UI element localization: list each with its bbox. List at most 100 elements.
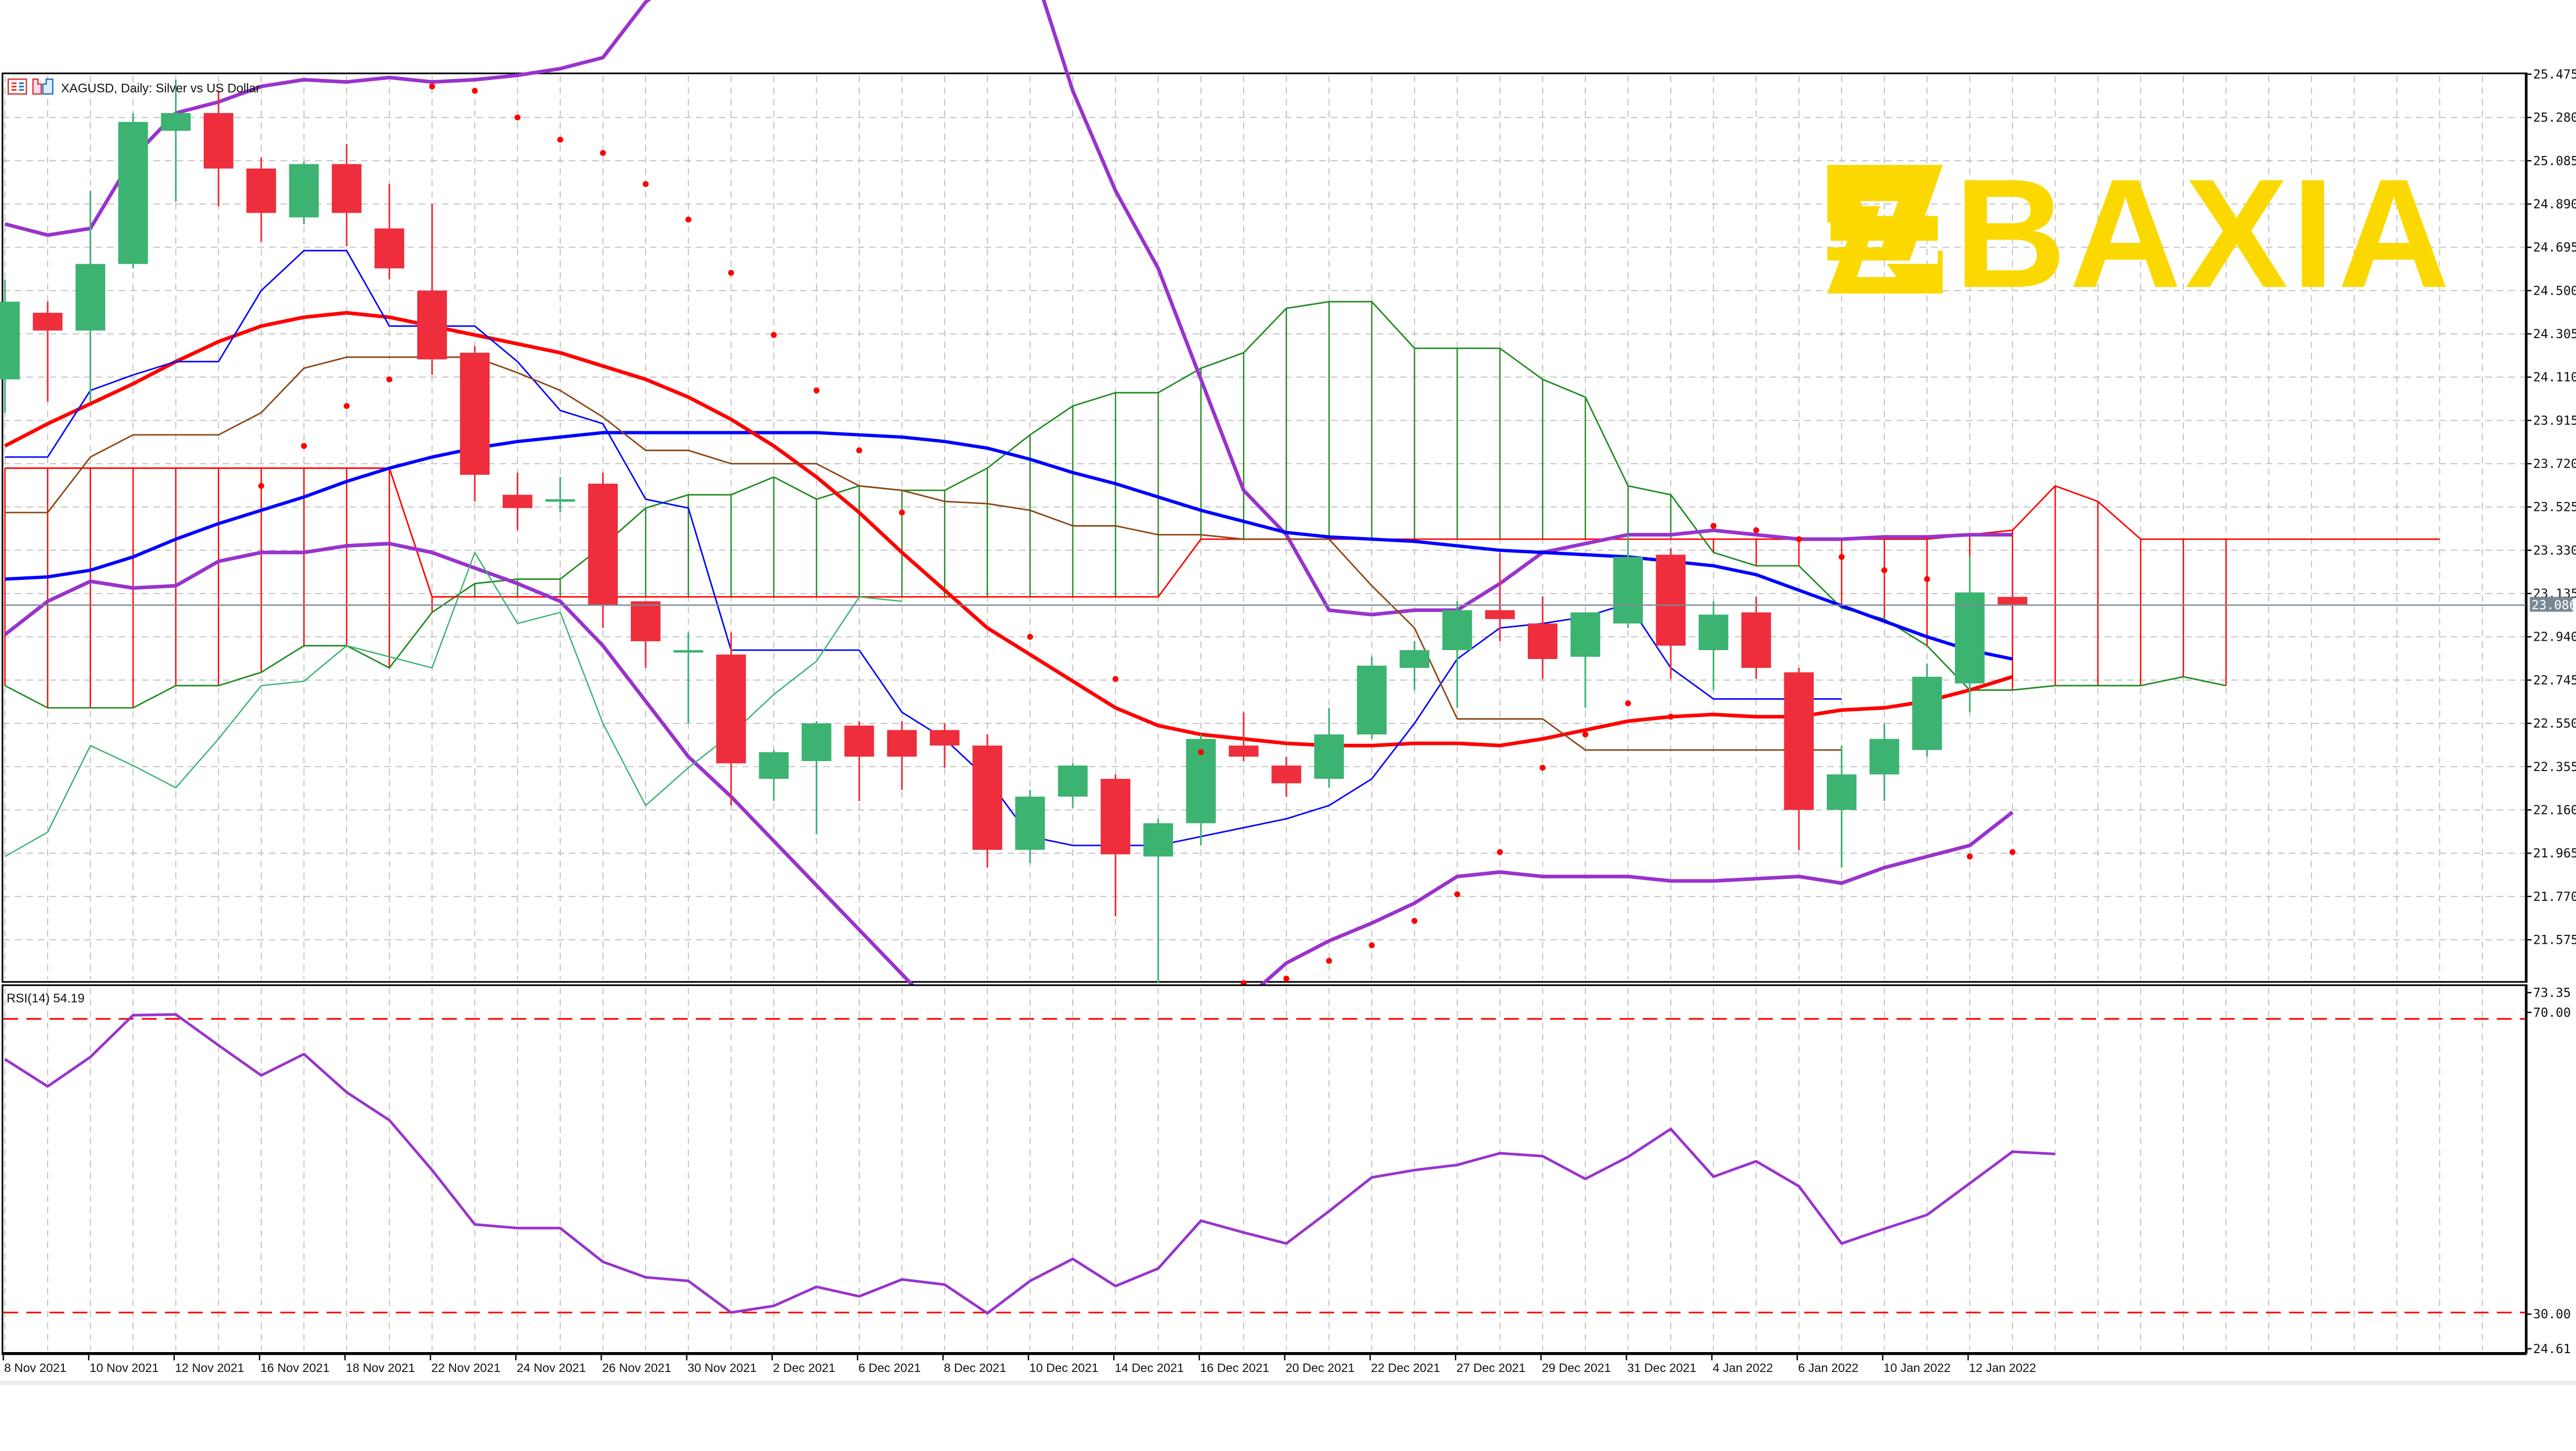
candle — [331, 144, 362, 247]
one-click-trading-icon[interactable] — [7, 78, 27, 95]
candle — [1314, 708, 1344, 788]
date-tick: 18 Nov 2021 — [346, 1361, 415, 1375]
candle — [716, 632, 746, 806]
candle — [289, 162, 319, 224]
candle — [1442, 601, 1472, 708]
candle — [630, 601, 661, 668]
date-tick: 24 Nov 2021 — [517, 1361, 586, 1375]
rsi-tick: 73.35 — [2533, 985, 2571, 1000]
price-tick: 22.550 — [2533, 716, 2576, 731]
price-tick: 23.330 — [2533, 543, 2576, 557]
candle — [161, 80, 191, 202]
date-tick: 6 Dec 2021 — [858, 1361, 920, 1375]
candle — [1869, 723, 1900, 801]
date-tick: 16 Dec 2021 — [1200, 1361, 1269, 1375]
candle — [118, 113, 148, 269]
date-tick: 4 Jan 2022 — [1713, 1361, 1773, 1375]
rsi-axis[interactable]: 73.35 70.00 30.00 24.61 — [2525, 984, 2571, 1356]
candle — [0, 279, 20, 413]
footer-bar — [0, 1381, 2576, 1385]
date-tick: 10 Nov 2021 — [90, 1361, 159, 1375]
candle — [1271, 756, 1302, 797]
candle — [460, 346, 490, 501]
candle — [929, 723, 960, 768]
date-tick: 30 Nov 2021 — [687, 1361, 757, 1375]
candle — [246, 157, 276, 242]
candle — [204, 91, 234, 207]
date-tick: 12 Jan 2022 — [1969, 1361, 2036, 1375]
candle — [1485, 552, 1515, 642]
candle — [1784, 667, 1814, 850]
candle — [1015, 790, 1045, 864]
candle — [75, 191, 105, 402]
date-tick: 6 Jan 2022 — [1798, 1361, 1858, 1375]
price-tick: 24.500 — [2533, 283, 2576, 298]
logo-text: BAXIA — [1955, 147, 2453, 320]
rsi-line — [4, 1013, 2056, 1315]
price-tick: 24.305 — [2533, 327, 2576, 341]
candle — [1997, 556, 2028, 646]
candle — [545, 477, 575, 513]
candle — [417, 204, 447, 375]
date-tick: 26 Nov 2021 — [602, 1361, 671, 1375]
date-tick: 2 Dec 2021 — [773, 1361, 835, 1375]
candle — [588, 472, 618, 628]
date-tick: 10 Jan 2022 — [1883, 1361, 1950, 1375]
date-tick: 14 Dec 2021 — [1115, 1361, 1184, 1375]
rsi-tick: 30.00 — [2533, 1307, 2571, 1322]
candle — [1143, 819, 1173, 983]
price-tick: 24.110 — [2533, 370, 2576, 385]
rsi-tick: 24.61 — [2533, 1342, 2571, 1356]
candle — [1741, 597, 1771, 679]
candle — [887, 721, 917, 790]
price-axis[interactable]: 25.475 25.280 25.085 24.890 24.695 24.500 24.3… — [2525, 67, 2576, 983]
date-tick: 16 Nov 2021 — [260, 1361, 329, 1375]
rsi-label: RSI(14) 54.19 — [7, 991, 85, 1006]
price-tick: 23.720 — [2533, 456, 2576, 471]
price-tick: 22.355 — [2533, 760, 2576, 774]
price-tick: 25.475 — [2533, 67, 2576, 82]
baxia-logo: BAXIA — [1827, 147, 2453, 320]
candle — [1613, 534, 1643, 628]
price-tick: 21.965 — [2533, 846, 2576, 861]
candle — [802, 721, 831, 834]
candle — [1058, 763, 1088, 808]
candle — [1698, 601, 1728, 690]
parabolic-sar-dots — [258, 83, 2016, 986]
rsi-tick: 70.00 — [2533, 1005, 2571, 1020]
candle — [972, 734, 1003, 868]
date-tick: 8 Nov 2021 — [4, 1361, 66, 1375]
date-tick: 22 Nov 2021 — [431, 1361, 501, 1375]
current-price-badge: 23.086 — [2529, 597, 2576, 612]
baxia-logo-mark-icon — [1827, 165, 1943, 294]
price-tick: 24.695 — [2533, 240, 2576, 255]
candle — [1527, 597, 1558, 679]
price-tick: 22.160 — [2533, 802, 2576, 817]
date-tick: 31 Dec 2021 — [1627, 1361, 1696, 1375]
candle — [1400, 641, 1429, 690]
date-tick: 22 Dec 2021 — [1371, 1361, 1440, 1375]
candle — [1656, 548, 1686, 679]
candle — [1101, 774, 1130, 917]
candle — [374, 184, 405, 280]
price-tick: 23.525 — [2533, 500, 2576, 515]
candle — [503, 472, 532, 531]
price-tick: 22.745 — [2533, 673, 2576, 687]
candle — [673, 632, 704, 723]
market-depth-icon[interactable] — [32, 78, 54, 95]
candlesticks — [0, 80, 2028, 983]
date-axis[interactable]: 8 Nov 2021 10 Nov 2021 12 Nov 2021 16 Nov 2… — [3, 1354, 2036, 1375]
price-tick: 25.280 — [2533, 110, 2576, 125]
candle — [1912, 663, 1942, 757]
candle — [844, 721, 874, 801]
candle — [759, 750, 789, 801]
candle — [1570, 612, 1601, 708]
date-tick: 10 Dec 2021 — [1029, 1361, 1098, 1375]
candle — [1955, 556, 1985, 712]
current-price-label: 23.086 — [2531, 598, 2576, 612]
date-tick: 27 Dec 2021 — [1457, 1361, 1526, 1375]
rsi-panel[interactable] — [2, 984, 2527, 1354]
price-tick: 21.770 — [2533, 889, 2576, 904]
candle — [1827, 745, 1857, 868]
